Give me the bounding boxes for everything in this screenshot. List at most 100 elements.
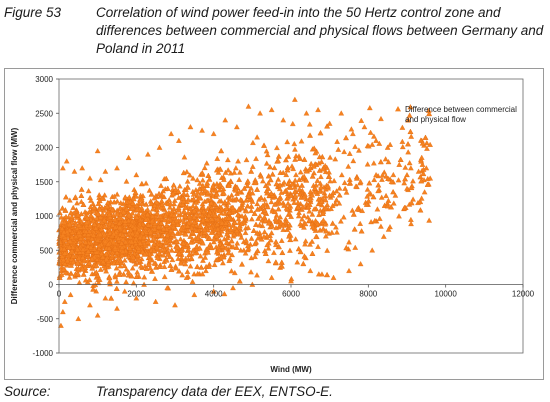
- data-point: [80, 201, 87, 207]
- data-point: [187, 233, 194, 239]
- data-point: [153, 199, 160, 205]
- data-point: [283, 157, 289, 163]
- data-point: [316, 211, 322, 217]
- data-point: [114, 198, 121, 204]
- data-point: [301, 173, 308, 180]
- data-point: [216, 207, 223, 214]
- data-point: [68, 262, 74, 268]
- data-point: [113, 265, 120, 271]
- data-point: [118, 240, 125, 246]
- data-point: [184, 184, 191, 190]
- data-point: [60, 266, 67, 272]
- data-point: [242, 229, 249, 235]
- data-point: [214, 155, 221, 161]
- data-point: [181, 154, 188, 160]
- data-point: [408, 184, 415, 190]
- data-point: [199, 212, 205, 218]
- data-point: [190, 175, 196, 181]
- data-point: [251, 210, 258, 216]
- data-point: [233, 244, 240, 250]
- data-point: [301, 156, 308, 162]
- data-point: [244, 203, 251, 209]
- data-point: [225, 215, 232, 221]
- data-point: [357, 261, 364, 267]
- data-point: [123, 206, 130, 212]
- data-point: [190, 196, 197, 202]
- data-point: [80, 246, 86, 252]
- data-point: [316, 188, 323, 194]
- data-point: [268, 274, 275, 280]
- data-point: [60, 308, 66, 315]
- data-point: [395, 177, 402, 183]
- data-point: [159, 201, 165, 207]
- data-point: [99, 195, 106, 201]
- data-point: [156, 263, 163, 269]
- data-point: [134, 229, 141, 236]
- data-point: [423, 165, 430, 171]
- data-point: [241, 185, 248, 191]
- data-point: [272, 201, 278, 207]
- data-point: [283, 205, 290, 211]
- data-point: [122, 218, 129, 224]
- data-point: [206, 176, 213, 182]
- data-point: [203, 160, 210, 166]
- data-point: [181, 208, 188, 215]
- data-point: [97, 231, 104, 237]
- figure-title: Correlation of wind power feed-in into t…: [96, 5, 544, 56]
- data-point: [144, 206, 151, 212]
- data-point: [100, 207, 107, 213]
- data-point: [215, 226, 221, 232]
- data-point: [63, 194, 69, 200]
- data-point: [408, 216, 414, 222]
- data-point: [359, 207, 366, 213]
- data-point: [110, 231, 117, 237]
- data-point: [341, 179, 348, 185]
- data-point: [117, 211, 124, 217]
- data-point: [146, 187, 153, 193]
- data-point: [157, 213, 164, 219]
- x-tick-label: 0: [57, 290, 62, 299]
- data-point: [205, 249, 211, 255]
- data-point: [402, 164, 409, 170]
- data-point: [175, 188, 182, 194]
- data-point: [418, 154, 425, 160]
- data-point: [117, 200, 124, 206]
- data-point: [104, 203, 110, 209]
- data-point: [186, 172, 193, 178]
- data-point: [198, 264, 205, 270]
- data-point: [199, 271, 206, 277]
- data-point: [250, 139, 256, 145]
- data-point: [105, 258, 112, 264]
- data-point: [234, 124, 240, 130]
- data-point: [87, 203, 94, 210]
- data-point: [350, 130, 356, 137]
- data-point: [237, 231, 243, 237]
- data-point: [180, 169, 187, 176]
- data-point: [265, 185, 271, 191]
- data-point: [140, 237, 147, 243]
- data-point: [265, 173, 272, 179]
- data-point: [123, 266, 130, 272]
- data-point: [164, 285, 171, 291]
- data-point: [93, 249, 100, 255]
- data-point: [262, 250, 269, 256]
- data-point: [125, 269, 132, 275]
- data-point: [79, 266, 86, 272]
- data-point: [254, 230, 260, 236]
- data-point: [283, 171, 290, 178]
- data-point: [408, 133, 415, 139]
- data-point: [110, 222, 116, 228]
- data-point: [119, 248, 126, 254]
- data-point: [143, 201, 149, 207]
- data-point: [264, 241, 271, 248]
- data-point: [185, 246, 192, 252]
- data-point: [94, 148, 101, 154]
- data-point: [320, 210, 326, 216]
- data-point: [253, 221, 259, 227]
- data-point: [217, 166, 224, 172]
- data-point: [75, 270, 81, 277]
- data-point: [421, 189, 428, 195]
- data-point: [201, 229, 208, 235]
- data-point: [137, 240, 144, 246]
- data-point: [379, 172, 386, 178]
